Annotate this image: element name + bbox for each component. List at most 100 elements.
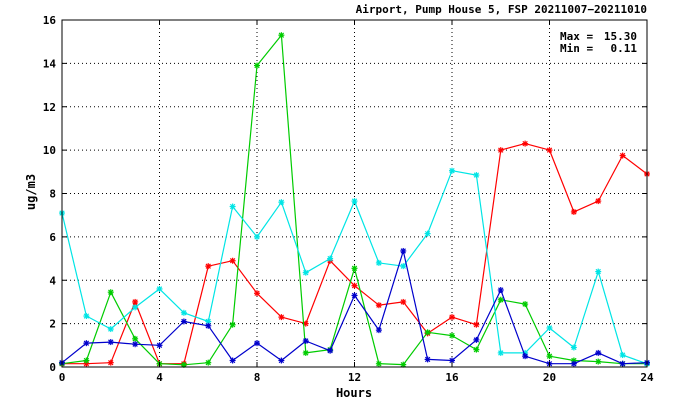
min-label: Min = bbox=[560, 42, 593, 55]
data-point bbox=[375, 360, 382, 367]
data-point bbox=[595, 358, 602, 365]
data-point bbox=[83, 340, 90, 347]
data-point bbox=[278, 357, 285, 364]
data-point bbox=[449, 332, 455, 339]
series-2 bbox=[59, 167, 650, 367]
data-point bbox=[107, 339, 114, 346]
data-point bbox=[497, 349, 504, 356]
data-point bbox=[327, 347, 334, 354]
min-value: 0.11 bbox=[611, 42, 638, 55]
data-point bbox=[473, 346, 480, 353]
data-point bbox=[595, 198, 602, 205]
data-point bbox=[424, 230, 431, 237]
data-point bbox=[278, 199, 285, 206]
data-point bbox=[473, 172, 480, 179]
data-point bbox=[497, 296, 504, 303]
y-tick-label: 2 bbox=[49, 318, 56, 331]
data-point bbox=[327, 255, 334, 262]
data-point bbox=[229, 321, 236, 328]
data-point bbox=[522, 140, 529, 147]
data-point bbox=[449, 167, 455, 174]
y-tick-label: 4 bbox=[49, 274, 56, 287]
data-point bbox=[132, 335, 139, 342]
data-point bbox=[546, 353, 553, 360]
x-tick-label: 8 bbox=[254, 371, 261, 384]
data-point bbox=[424, 329, 431, 336]
data-point bbox=[278, 314, 285, 321]
grid bbox=[62, 20, 647, 367]
data-point bbox=[180, 318, 187, 325]
data-point bbox=[375, 327, 382, 334]
data-point bbox=[619, 360, 626, 367]
data-point bbox=[302, 349, 309, 356]
data-point bbox=[351, 198, 358, 205]
data-point bbox=[497, 287, 504, 294]
data-point bbox=[375, 259, 382, 266]
data-point bbox=[205, 322, 212, 329]
data-point bbox=[302, 269, 309, 276]
data-point bbox=[570, 208, 577, 215]
data-point bbox=[351, 292, 358, 299]
y-tick-label: 12 bbox=[43, 101, 56, 114]
x-tick-label: 20 bbox=[543, 371, 556, 384]
data-point bbox=[400, 298, 407, 305]
data-point bbox=[156, 285, 163, 292]
data-point bbox=[522, 301, 529, 308]
data-point bbox=[302, 337, 309, 344]
data-point bbox=[107, 326, 114, 333]
data-point bbox=[473, 336, 480, 343]
x-tick-label: 0 bbox=[59, 371, 66, 384]
data-point bbox=[254, 290, 260, 297]
data-point bbox=[497, 147, 504, 154]
data-point bbox=[229, 203, 236, 210]
data-point bbox=[132, 341, 139, 348]
data-point bbox=[400, 247, 407, 254]
y-tick-label: 8 bbox=[49, 188, 56, 201]
tick-marks bbox=[61, 19, 648, 368]
data-point bbox=[570, 360, 577, 367]
x-tick-label: 4 bbox=[156, 371, 163, 384]
data-point bbox=[156, 342, 163, 349]
y-tick-label: 14 bbox=[43, 57, 57, 70]
data-point bbox=[180, 361, 187, 368]
y-tick-label: 10 bbox=[43, 144, 56, 157]
data-point bbox=[546, 324, 553, 331]
data-point bbox=[375, 302, 382, 309]
data-point bbox=[522, 353, 529, 360]
data-point bbox=[83, 357, 90, 364]
x-tick-label: 12 bbox=[348, 371, 361, 384]
data-point bbox=[180, 309, 187, 316]
chart-title: Airport, Pump House 5, FSP 20211007−2021… bbox=[356, 3, 647, 16]
data-point bbox=[351, 265, 358, 272]
series-layer bbox=[59, 32, 650, 368]
max-value: 15.30 bbox=[604, 30, 637, 43]
data-point bbox=[132, 304, 139, 311]
x-tick-label: 24 bbox=[640, 371, 654, 384]
data-point bbox=[570, 344, 577, 351]
data-point bbox=[473, 321, 480, 328]
y-tick-label: 16 bbox=[43, 14, 57, 27]
data-point bbox=[107, 359, 114, 366]
data-point bbox=[400, 263, 407, 270]
data-point bbox=[229, 257, 236, 264]
data-point bbox=[278, 32, 285, 39]
data-point bbox=[205, 263, 212, 270]
data-point bbox=[254, 340, 260, 347]
data-point bbox=[595, 268, 602, 275]
max-label: Max = bbox=[560, 30, 593, 43]
data-point bbox=[107, 289, 114, 296]
data-point bbox=[619, 152, 626, 159]
data-point bbox=[254, 233, 260, 240]
data-point bbox=[351, 282, 358, 289]
data-point bbox=[83, 313, 90, 320]
y-tick-label: 6 bbox=[49, 231, 56, 244]
x-axis-label: Hours bbox=[336, 386, 372, 400]
data-point bbox=[619, 352, 626, 359]
data-point bbox=[254, 62, 260, 69]
data-point bbox=[205, 359, 212, 366]
y-tick-label: 0 bbox=[49, 361, 56, 374]
data-point bbox=[595, 349, 602, 356]
data-point bbox=[449, 314, 455, 321]
